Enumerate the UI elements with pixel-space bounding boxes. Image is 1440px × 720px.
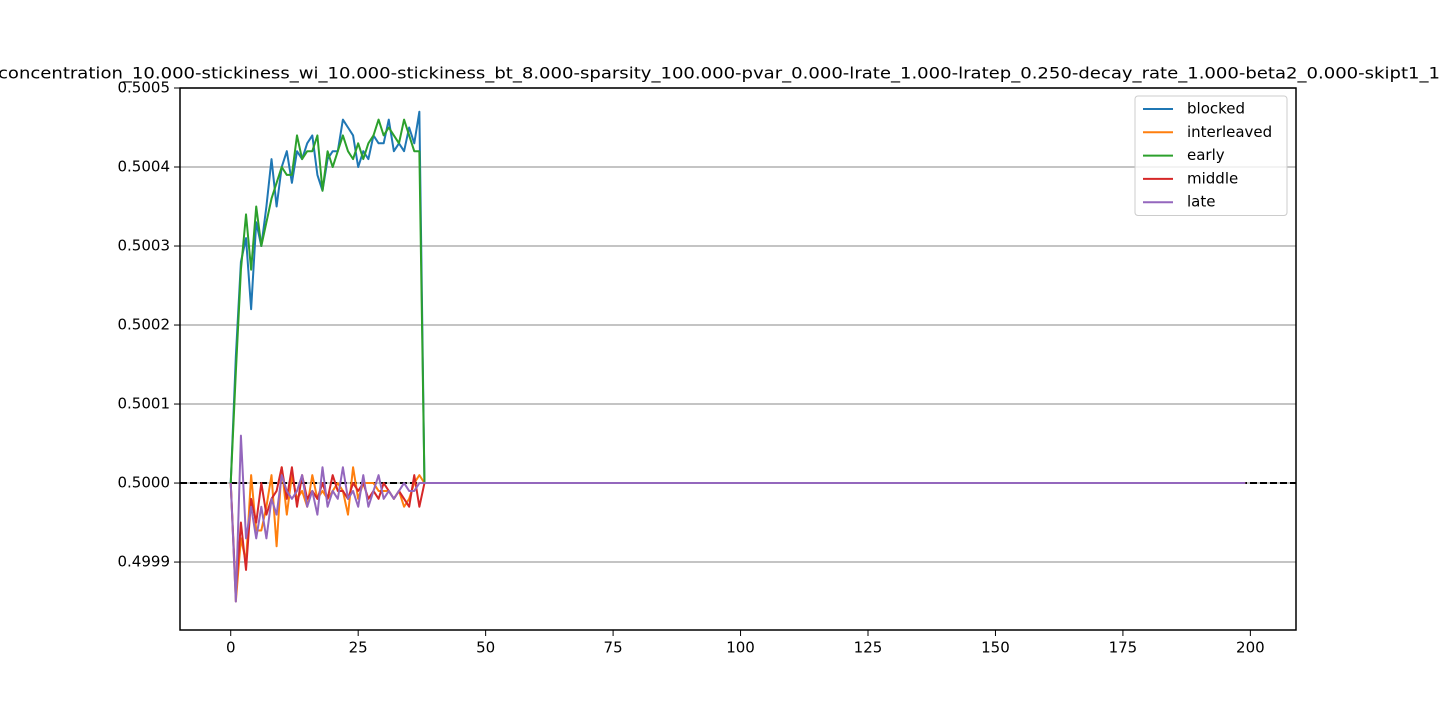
series-line xyxy=(229,466,1246,595)
x-tick-label: 200 xyxy=(1236,639,1265,657)
y-tick-label: 0.5005 xyxy=(118,79,171,97)
x-tick-label: 0 xyxy=(226,639,236,657)
x-tick-label: 125 xyxy=(854,639,883,657)
x-tick-label: 50 xyxy=(476,639,495,657)
legend-label: middle xyxy=(1187,169,1238,187)
y-tick-label: 0.5002 xyxy=(118,316,171,334)
legend-box xyxy=(1134,95,1288,216)
series-line xyxy=(229,110,1246,485)
chart-title: concentration_10.000-stickiness_wi_10.00… xyxy=(0,64,1440,84)
plot-frame xyxy=(179,87,1297,631)
x-tick-label: 25 xyxy=(349,639,368,657)
x-tick-label: 100 xyxy=(726,639,755,657)
y-tick-label: 0.5004 xyxy=(118,158,171,176)
x-tick-label: 175 xyxy=(1109,639,1138,657)
series-line xyxy=(229,434,1246,603)
y-tick-label: 0.5001 xyxy=(118,395,171,413)
y-tick-label: 0.5000 xyxy=(118,474,171,492)
legend-label: early xyxy=(1187,146,1225,164)
x-tick-label: 150 xyxy=(981,639,1010,657)
series-line xyxy=(229,118,1246,485)
legend-label: interleaved xyxy=(1187,123,1272,141)
legend-label: late xyxy=(1187,193,1215,211)
y-tick-label: 0.5003 xyxy=(118,237,171,255)
legend-label: blocked xyxy=(1187,100,1245,118)
x-tick-label: 75 xyxy=(604,639,623,657)
y-tick-label: 0.4999 xyxy=(118,553,171,571)
